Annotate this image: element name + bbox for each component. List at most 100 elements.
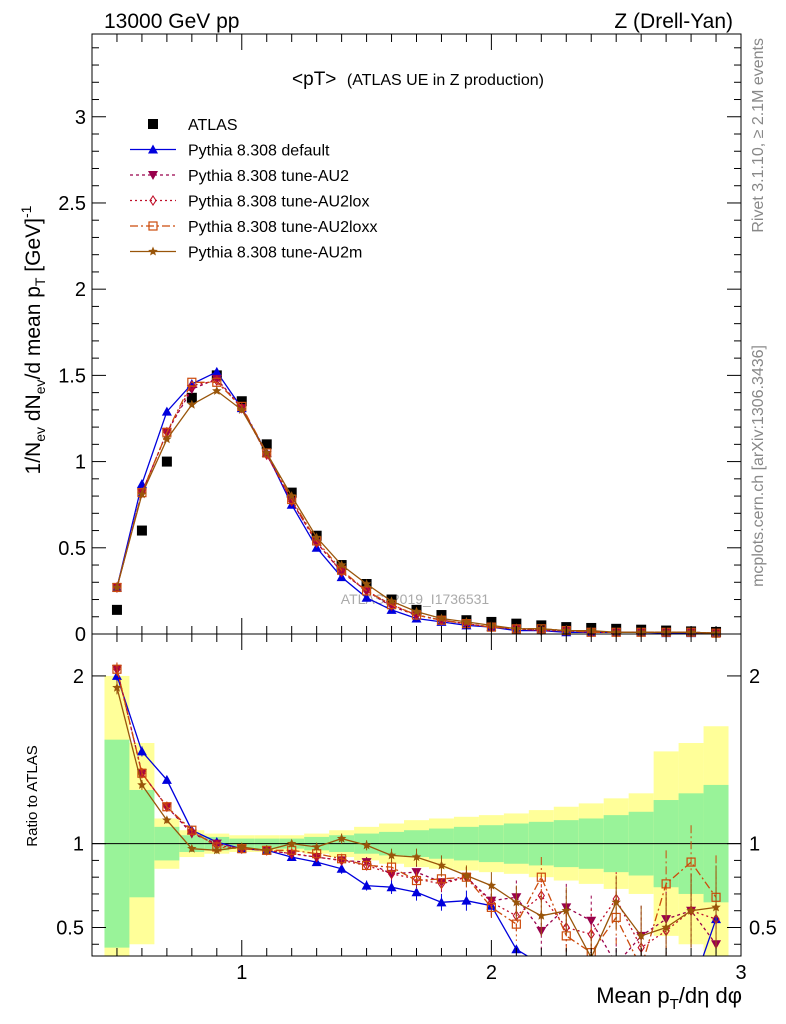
legend-marker (148, 171, 158, 180)
y-tick-label-main: 2 (75, 279, 86, 301)
main-series-0-point (136, 525, 147, 536)
ratio-series-4-point (137, 779, 147, 789)
ratio-series-2-point (188, 826, 196, 838)
legend-item-5: Pythia 8.308 tune-AU2m (130, 245, 362, 262)
y-tick-label-main: 1.5 (58, 365, 86, 387)
y-tick-label-ratio-right: 1 (749, 834, 760, 856)
header-left: 13000 GeV pp (104, 10, 239, 33)
x-axis-label: Mean pT/dη dφ (596, 983, 742, 1013)
y-tick-label-main: 0 (75, 624, 86, 646)
ratio-series-0-point (461, 895, 472, 905)
ratio-series-3-point (137, 768, 147, 778)
ratio-series-2-point (312, 851, 321, 863)
main-series-5-point (162, 434, 172, 444)
x-tick-label: 3 (735, 962, 746, 984)
y-tick-label-main: 1 (75, 452, 86, 474)
ratio-series-4-point (112, 682, 122, 692)
ratio-series-3-point (511, 919, 521, 929)
ratio-series-4-point (361, 840, 372, 850)
ratio-series-group (111, 662, 722, 982)
legend-label: Pythia 8.308 default (188, 143, 330, 160)
y-axis-label-main: 1/Nev dNev/d mean pT [GeV]-1 (18, 205, 48, 474)
main-series-4-line (116, 381, 717, 634)
main-series-5-point (237, 404, 247, 414)
ratio-series-4 (112, 680, 721, 956)
ratio-series-4-point (511, 897, 522, 907)
ratio-series-0-point (161, 774, 172, 784)
ratio-series-4-point (237, 842, 247, 851)
ratio-series-4-point (711, 902, 721, 912)
main-series-2-point (211, 374, 222, 384)
main-series-0-point (186, 392, 197, 403)
main-axes: 0 0.5 1 1.5 2 2.5 3 (58, 33, 742, 646)
ratio-series-4-point (386, 850, 397, 860)
ratio-series-4-point (286, 838, 297, 848)
ratio-series-0-point (561, 964, 571, 973)
ratio-series-0-point (361, 880, 372, 890)
ratio-series-4-point (411, 852, 422, 862)
legend: ATLAS Pythia 8.308 default Pythia 8.308 tu… (130, 117, 377, 262)
ratio-series-4-point (486, 880, 497, 890)
ratio-series-3-point (486, 902, 496, 912)
main-series-4-point (187, 377, 197, 387)
main-series-3-point (312, 537, 321, 549)
main-series-5-point (386, 596, 397, 606)
main-series-5-point (286, 491, 297, 501)
ratio-series-3-point (112, 664, 122, 674)
main-series-1-point (361, 592, 372, 602)
ratio-series-2-point (387, 868, 396, 880)
main-series-5-point (411, 606, 422, 616)
ratio-series-3-point (337, 854, 347, 864)
main-series-5-point (262, 448, 272, 457)
main-series-5-point (461, 616, 472, 626)
ratio-series-3-point (411, 875, 422, 886)
ratio-series-1-point (611, 960, 621, 969)
main-series-5-point (311, 532, 322, 542)
legend-item-3: Pythia 8.308 tune-AU2lox (130, 194, 369, 211)
y-axis-label-ratio: Ratio to ATLAS (24, 745, 41, 846)
ratio-series-4-point (536, 910, 547, 920)
y-tick-label-ratio: 2 (73, 666, 84, 688)
ratio-series-4-point (636, 930, 646, 940)
legend-marker (148, 246, 158, 256)
ratio-uncertainty-band (92, 675, 741, 956)
legend-marker (149, 195, 157, 206)
ratio-series-3-point (361, 860, 372, 871)
ratio-series-4-point (336, 833, 347, 843)
side-text-mcplots: mcplots.cern.ch [arXiv:1306.3436] (750, 345, 767, 587)
ratio-series-0-point (336, 863, 347, 873)
main-series-0-point (161, 456, 172, 467)
main-series-3-line (116, 379, 717, 634)
legend-marker (148, 144, 158, 154)
ratio-series-0-point (386, 882, 397, 892)
main-series-5-point (187, 399, 197, 409)
main-series-1-point (161, 406, 172, 416)
ratio-series-4-point (212, 845, 222, 855)
svg-text:1/Nev dNev/d mean pT [GeV]-1: 1/Nev dNev/d mean pT [GeV]-1 (18, 205, 48, 474)
chart-title: <pT> (ATLAS UE in Z production) (292, 69, 544, 90)
y-tick-label-ratio-right: 0.5 (749, 917, 777, 939)
legend-item-2: Pythia 8.308 tune-AU2 (130, 168, 349, 185)
ratio-series-4-point (561, 905, 571, 915)
legend-marker (148, 221, 158, 231)
y-tick-label-main: 2.5 (58, 193, 86, 215)
ratio-series-4-point (461, 870, 472, 880)
ratio-series-4-point (611, 897, 621, 907)
main-series-3-point (337, 566, 346, 578)
ratio-series-4-point (436, 860, 447, 870)
main-series-5-point (361, 579, 372, 588)
main-series-5-point (336, 560, 347, 570)
legend-item-4: Pythia 8.308 tune-AU2loxx (130, 219, 377, 236)
ratio-series-3-point (661, 879, 671, 889)
main-series-5-point (112, 582, 122, 592)
chart-title-main: <pT> (292, 69, 336, 90)
y-tick-label-main: 0.5 (58, 538, 86, 560)
main-series-5-point (137, 489, 147, 499)
main-series-1-point (211, 366, 222, 376)
ratio-series-4-point (661, 922, 671, 932)
main-series-0-point (261, 439, 272, 450)
ratio-series-0-point (611, 973, 621, 982)
ratio-series-clipped (111, 662, 722, 982)
ratio-series-4-point (162, 815, 172, 825)
